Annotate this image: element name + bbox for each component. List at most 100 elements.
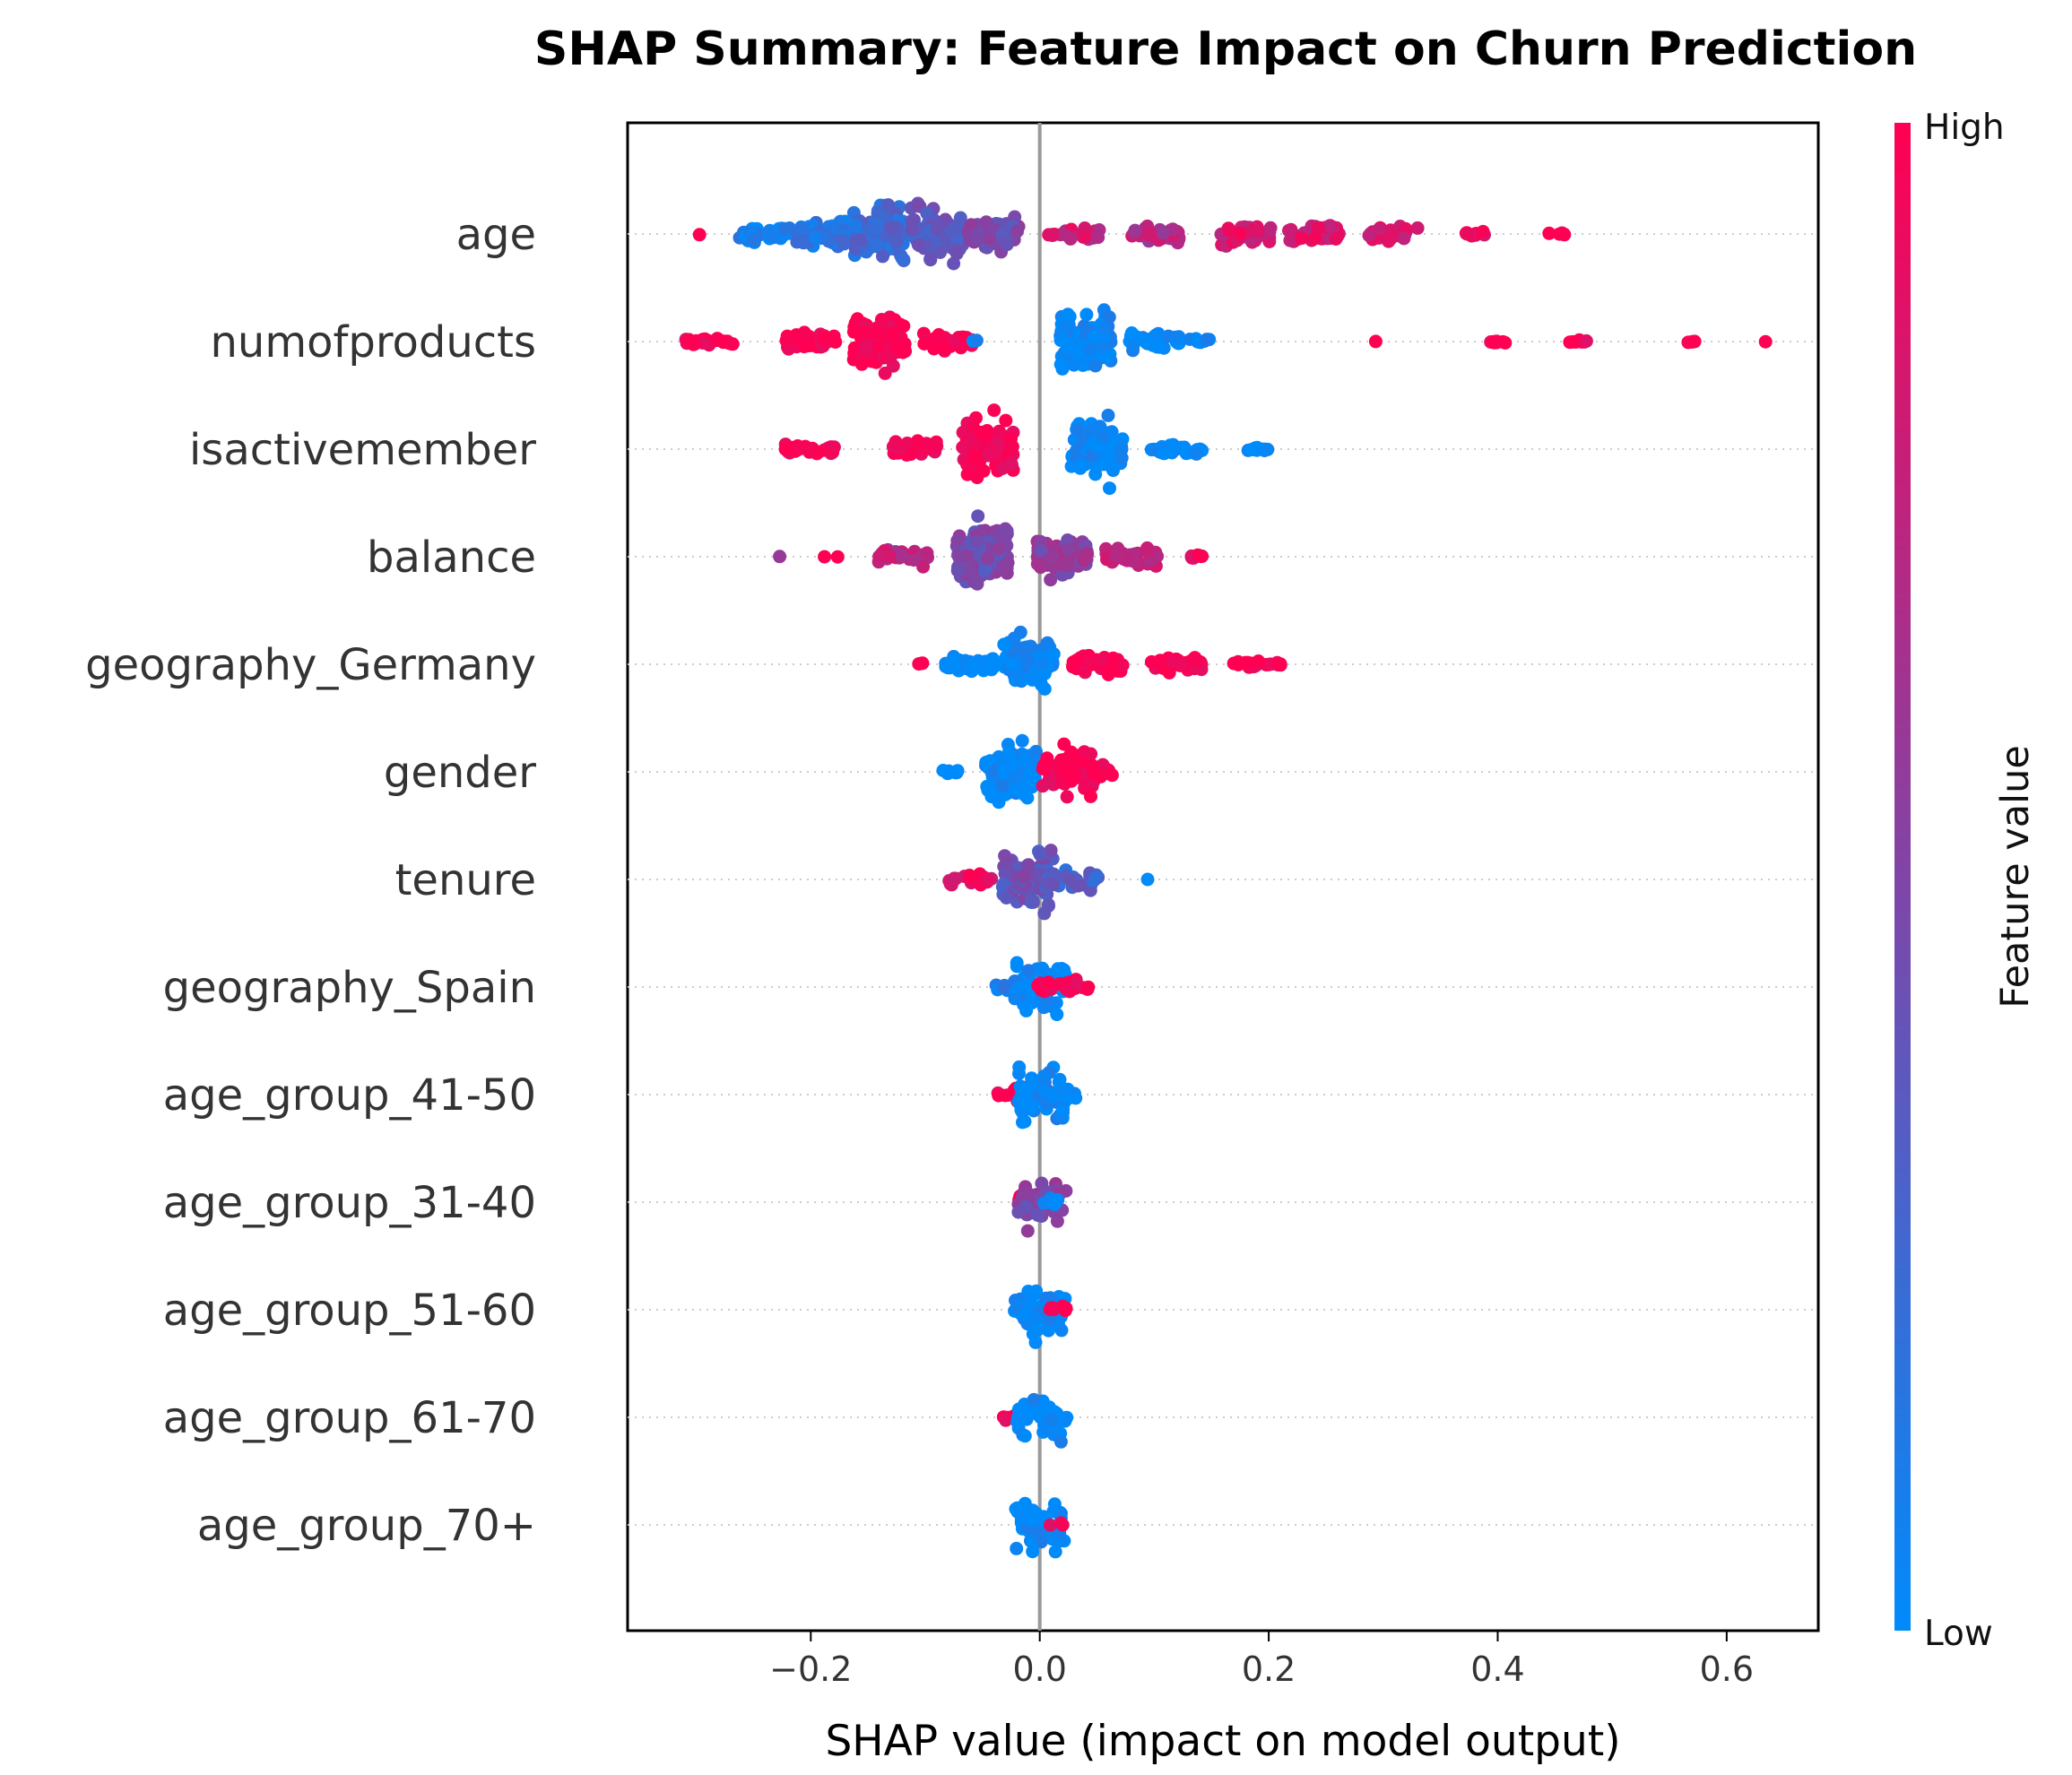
shap-point	[1077, 553, 1091, 567]
shap-point	[1010, 224, 1024, 238]
shap-point	[960, 457, 975, 472]
shap-point	[1057, 737, 1071, 751]
shap-point	[1036, 762, 1050, 775]
shap-point	[992, 1088, 1006, 1103]
shap-point	[1026, 1545, 1040, 1559]
shap-point	[1011, 668, 1025, 682]
shap-point	[1329, 232, 1343, 246]
shap-point	[1031, 1208, 1045, 1223]
shap-point	[830, 550, 845, 564]
feature-label: gender	[384, 748, 536, 798]
shap-point	[1027, 1311, 1041, 1325]
shap-point	[1043, 1518, 1057, 1532]
shap-point	[1027, 1287, 1041, 1302]
feature-label: numofproducts	[211, 317, 537, 368]
shap-point	[1565, 334, 1580, 349]
shap-point	[933, 246, 948, 259]
shap-point	[1156, 225, 1170, 239]
shap-point	[911, 238, 925, 252]
shap-point	[681, 334, 696, 349]
shap-point	[782, 333, 796, 347]
shap-point	[900, 437, 915, 450]
x-axis-ticks: −0.2 0.0 0.2 0.4 0.6	[769, 1631, 1754, 1689]
shap-point	[846, 352, 861, 367]
shap-point	[1062, 541, 1076, 556]
shap-point	[1056, 1102, 1071, 1116]
x-axis-title: SHAP value (impact on model output)	[825, 1717, 1620, 1766]
colorbar-low-label: Low	[1924, 1614, 1993, 1654]
shap-point	[1157, 446, 1171, 461]
shap-point	[1005, 656, 1019, 671]
shap-point	[1034, 544, 1048, 558]
shap-point	[778, 442, 793, 456]
shap-point	[1168, 330, 1183, 344]
shap-point	[835, 234, 849, 248]
shap-point	[1035, 656, 1049, 671]
shap-point	[816, 331, 830, 345]
shap-point	[1105, 767, 1119, 782]
shap-point	[875, 330, 889, 344]
shap-point	[818, 550, 832, 564]
feature-labels: age numofproducts isactivemember balance geo…	[85, 210, 536, 1551]
shap-point	[1037, 682, 1052, 696]
colorbar	[1894, 123, 1911, 1631]
shap-point	[950, 219, 965, 233]
feature-label: tenure	[395, 855, 536, 905]
shap-point	[1088, 467, 1103, 481]
shap-point	[1010, 959, 1024, 974]
shap-point	[1192, 654, 1206, 669]
shap-point	[1007, 631, 1021, 645]
shap-point	[999, 413, 1013, 428]
shap-point	[1152, 338, 1166, 352]
shap-point	[849, 218, 863, 232]
shap-point	[1046, 867, 1061, 881]
shap-point	[1106, 463, 1120, 478]
shap-point	[876, 249, 889, 264]
shap-point	[950, 564, 965, 577]
feature-label: age_group_51-60	[163, 1286, 536, 1336]
shap-point	[811, 445, 826, 459]
shap-point	[1487, 334, 1501, 349]
shap-point	[1091, 440, 1105, 455]
shap-point	[1368, 334, 1383, 349]
shap-point	[1081, 980, 1096, 994]
shap-point	[949, 247, 964, 261]
shap-point	[1687, 334, 1702, 349]
shap-point	[995, 462, 1010, 475]
shap-point	[1018, 1429, 1032, 1443]
shap-point	[1059, 1301, 1073, 1315]
x-tick-label: 0.0	[1012, 1649, 1066, 1689]
shap-point	[870, 221, 884, 236]
shap-point	[1072, 458, 1087, 472]
shap-point	[981, 783, 995, 797]
shap-point	[1000, 891, 1013, 905]
shap-point	[1233, 226, 1247, 240]
shap-point	[1151, 326, 1166, 341]
shap-point	[1055, 333, 1070, 348]
shap-point	[1055, 1518, 1070, 1532]
shap-point	[1150, 655, 1165, 669]
shap-point	[1189, 446, 1203, 460]
x-tick-label: 0.2	[1242, 1649, 1296, 1689]
x-tick-label: 0.4	[1470, 1649, 1524, 1689]
shap-point	[1011, 1205, 1026, 1219]
feature-label: age_group_31-40	[163, 1178, 536, 1228]
shap-point	[998, 849, 1012, 863]
shap-point	[1024, 1101, 1038, 1115]
shap-point	[889, 435, 903, 449]
shap-point	[1067, 358, 1081, 372]
shap-point	[946, 654, 960, 669]
shap-point	[1015, 733, 1029, 748]
shap-point	[1026, 894, 1040, 907]
shap-point	[1123, 329, 1138, 343]
shap-point	[1295, 231, 1309, 246]
shap-point	[1023, 1514, 1037, 1528]
shap-point	[1200, 333, 1214, 347]
shap-point	[872, 550, 887, 564]
shap-point	[1241, 656, 1255, 671]
shap-point	[951, 548, 965, 562]
shap-point	[1078, 229, 1092, 243]
shap-point	[1476, 224, 1490, 238]
shap-point	[914, 656, 928, 671]
